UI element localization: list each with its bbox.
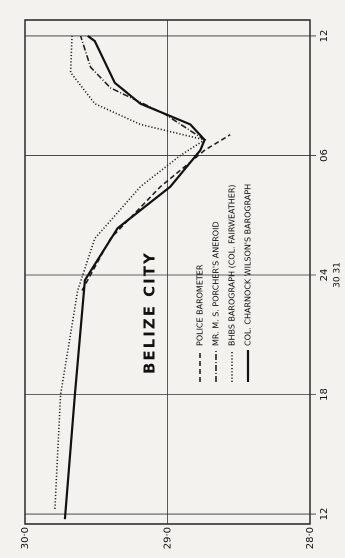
x-tick-label: 12 xyxy=(319,30,330,43)
y-tick-label: 28·0 xyxy=(305,527,316,549)
series-line xyxy=(79,35,206,141)
x-tick-label: 06 xyxy=(319,149,330,162)
legend-label: MR. M. S. PORCHER'S ANEROID xyxy=(212,221,221,346)
y-tick-label: 29·0 xyxy=(163,527,174,549)
series-line xyxy=(54,35,207,509)
legend-label: BHBS BAROGRAPH (COL. FAIRWEATHER) xyxy=(228,184,237,346)
legend-label: POLICE BAROMETER xyxy=(196,264,205,346)
chart-title: BELIZE CITY xyxy=(141,251,159,374)
x-tick-label: 18 xyxy=(319,388,330,401)
series-line xyxy=(81,134,231,291)
y-tick-label: 30·0 xyxy=(20,527,31,549)
x-tick-label: 12 xyxy=(319,508,330,521)
series-line xyxy=(63,35,206,520)
x-tick-label: 24 xyxy=(319,269,330,282)
date-annotation: 30 31 xyxy=(333,262,343,288)
legend-label: COL. CHARNOCK WILSON'S BAROGRAPH xyxy=(244,184,253,346)
